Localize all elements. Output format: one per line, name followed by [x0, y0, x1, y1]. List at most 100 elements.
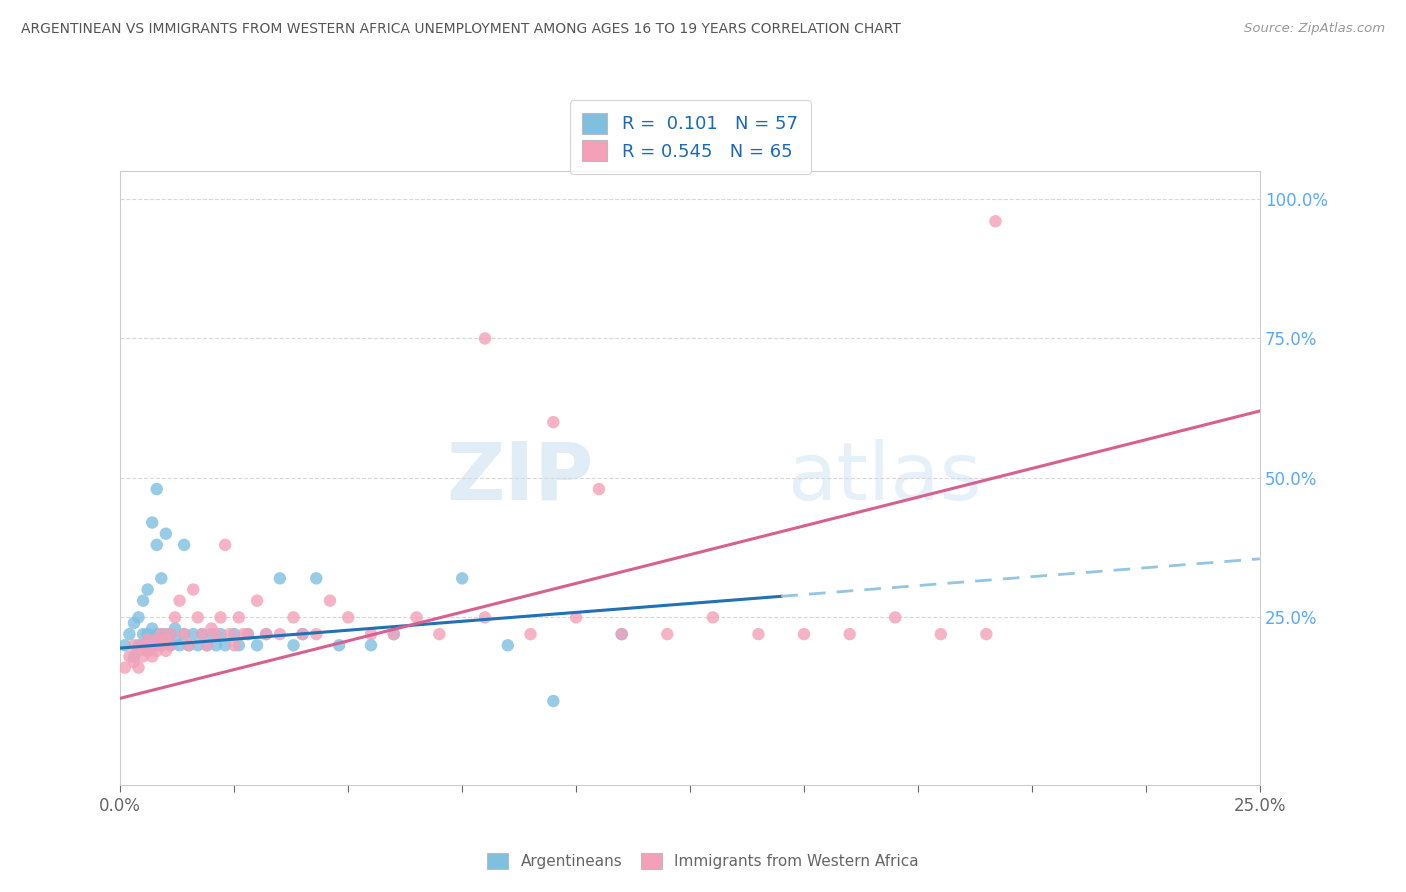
- Point: [173, 538, 195, 552]
- Point: [141, 632, 163, 647]
- Point: [269, 571, 291, 585]
- Point: [588, 482, 610, 496]
- Point: [747, 627, 769, 641]
- Point: [224, 627, 246, 641]
- Point: [543, 415, 565, 429]
- Point: [169, 593, 191, 607]
- Point: [128, 644, 150, 658]
- Point: [173, 627, 195, 641]
- Point: [228, 638, 250, 652]
- Point: [519, 627, 541, 641]
- Point: [269, 627, 291, 641]
- Point: [169, 638, 191, 652]
- Point: [236, 627, 259, 641]
- Point: [155, 627, 177, 641]
- Point: [702, 610, 724, 624]
- Point: [132, 649, 155, 664]
- Point: [145, 538, 167, 552]
- Point: [155, 632, 177, 647]
- Point: [118, 649, 141, 664]
- Point: [191, 627, 214, 641]
- Point: [543, 694, 565, 708]
- Point: [884, 610, 907, 624]
- Point: [145, 638, 167, 652]
- Point: [141, 638, 163, 652]
- Point: [360, 627, 382, 641]
- Point: [496, 638, 519, 652]
- Point: [145, 644, 167, 658]
- Point: [236, 627, 259, 641]
- Point: [200, 622, 222, 636]
- Point: [136, 644, 159, 658]
- Point: [150, 627, 173, 641]
- Point: [205, 627, 228, 641]
- Point: [191, 627, 214, 641]
- Text: ARGENTINEAN VS IMMIGRANTS FROM WESTERN AFRICA UNEMPLOYMENT AMONG AGES 16 TO 19 Y: ARGENTINEAN VS IMMIGRANTS FROM WESTERN A…: [21, 22, 901, 37]
- Point: [163, 632, 186, 647]
- Text: ZIP: ZIP: [446, 439, 593, 517]
- Point: [984, 214, 1007, 228]
- Point: [214, 538, 236, 552]
- Point: [155, 644, 177, 658]
- Point: [122, 638, 145, 652]
- Point: [187, 610, 209, 624]
- Point: [360, 638, 382, 652]
- Point: [209, 610, 232, 624]
- Point: [451, 571, 474, 585]
- Point: [118, 627, 141, 641]
- Point: [114, 660, 136, 674]
- Point: [132, 593, 155, 607]
- Point: [565, 610, 588, 624]
- Point: [793, 627, 815, 641]
- Point: [838, 627, 860, 641]
- Point: [200, 627, 222, 641]
- Point: [122, 655, 145, 669]
- Point: [163, 622, 186, 636]
- Text: atlas: atlas: [787, 439, 981, 517]
- Point: [155, 526, 177, 541]
- Point: [145, 482, 167, 496]
- Point: [150, 638, 173, 652]
- Point: [474, 610, 496, 624]
- Point: [145, 627, 167, 641]
- Y-axis label: Unemployment Among Ages 16 to 19 years: Unemployment Among Ages 16 to 19 years: [0, 310, 7, 645]
- Point: [209, 627, 232, 641]
- Point: [150, 638, 173, 652]
- Text: Source: ZipAtlas.com: Source: ZipAtlas.com: [1244, 22, 1385, 36]
- Point: [177, 638, 200, 652]
- Point: [132, 638, 155, 652]
- Point: [657, 627, 679, 641]
- Point: [163, 610, 186, 624]
- Point: [150, 571, 173, 585]
- Point: [150, 627, 173, 641]
- Point: [122, 615, 145, 630]
- Point: [141, 516, 163, 530]
- Point: [232, 627, 254, 641]
- Point: [246, 593, 269, 607]
- Point: [205, 638, 228, 652]
- Point: [159, 627, 181, 641]
- Point: [218, 627, 240, 641]
- Point: [254, 627, 277, 641]
- Point: [128, 610, 150, 624]
- Point: [291, 627, 314, 641]
- Point: [181, 582, 204, 597]
- Point: [254, 627, 277, 641]
- Point: [159, 638, 181, 652]
- Point: [136, 632, 159, 647]
- Point: [246, 638, 269, 652]
- Point: [136, 627, 159, 641]
- Point: [474, 331, 496, 345]
- Point: [173, 627, 195, 641]
- Point: [382, 627, 405, 641]
- Point: [337, 610, 360, 624]
- Point: [155, 632, 177, 647]
- Point: [929, 627, 952, 641]
- Point: [195, 638, 218, 652]
- Point: [224, 638, 246, 652]
- Point: [141, 622, 163, 636]
- Point: [159, 638, 181, 652]
- Point: [328, 638, 350, 652]
- Point: [283, 610, 305, 624]
- Point: [305, 571, 328, 585]
